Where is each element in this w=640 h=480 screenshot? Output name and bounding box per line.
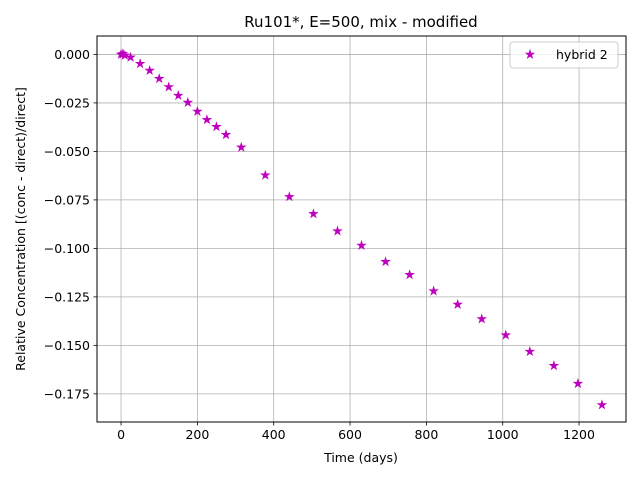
data-point bbox=[428, 285, 439, 296]
x-axis-label: Time (days) bbox=[323, 450, 398, 465]
data-point bbox=[119, 49, 131, 60]
x-tick-label: 200 bbox=[185, 427, 209, 442]
data-point bbox=[192, 105, 203, 116]
data-point bbox=[380, 256, 391, 267]
data-point bbox=[548, 360, 560, 371]
y-tick-label: −0.125 bbox=[44, 289, 90, 304]
y-tick-label: −0.150 bbox=[44, 338, 90, 353]
data-point bbox=[153, 73, 165, 84]
y-axis: 0.000 −0.025 −0.050 −0.075 −0.100 −0.125 −0.15… bbox=[44, 47, 97, 401]
plot-frame bbox=[96, 35, 627, 423]
data-point bbox=[596, 399, 608, 410]
x-tick-label: 1000 bbox=[487, 427, 519, 442]
data-point bbox=[260, 169, 271, 180]
data-point bbox=[500, 329, 512, 340]
data-point bbox=[144, 64, 155, 76]
legend-label: hybrid 2 bbox=[556, 47, 608, 62]
data-point bbox=[524, 346, 536, 357]
data-point bbox=[404, 269, 415, 280]
plot-area bbox=[97, 36, 626, 422]
y-axis-label: Relative Concentration [(conc - direct)/… bbox=[13, 87, 28, 371]
data-point bbox=[220, 129, 232, 140]
y-tick-label: −0.050 bbox=[44, 144, 90, 159]
y-tick-label: 0.000 bbox=[54, 47, 90, 62]
data-point bbox=[332, 225, 343, 236]
data-point bbox=[163, 81, 175, 92]
y-tick-label: −0.025 bbox=[44, 95, 90, 110]
data-point bbox=[308, 208, 319, 219]
y-tick-label: −0.100 bbox=[44, 241, 90, 256]
data-point bbox=[476, 313, 488, 324]
data-point bbox=[134, 58, 146, 69]
data-points bbox=[115, 48, 608, 410]
data-point bbox=[572, 378, 584, 389]
data-point bbox=[284, 191, 295, 202]
x-tick-label: 800 bbox=[414, 427, 438, 442]
data-point bbox=[235, 141, 247, 152]
data-point bbox=[125, 51, 136, 62]
data-point bbox=[452, 298, 463, 309]
x-tick-label: 0 bbox=[117, 427, 125, 442]
data-point bbox=[356, 239, 367, 250]
legend-box bbox=[509, 41, 619, 69]
legend-marker-star bbox=[524, 48, 536, 60]
y-tick-label: −0.075 bbox=[44, 192, 90, 207]
data-point bbox=[211, 121, 222, 132]
data-point bbox=[182, 96, 194, 108]
data-point bbox=[172, 89, 184, 101]
y-tick-label: −0.175 bbox=[44, 386, 90, 401]
x-tick-label: 400 bbox=[262, 427, 286, 442]
x-tick-label: 1200 bbox=[563, 427, 595, 442]
chart-title: Ru101*, E=500, mix - modified bbox=[244, 13, 477, 31]
legend: hybrid 2 bbox=[509, 41, 619, 69]
data-point bbox=[201, 114, 213, 125]
x-axis: 0 200 400 600 800 1000 1200 bbox=[117, 422, 595, 442]
x-tick-label: 600 bbox=[338, 427, 362, 442]
